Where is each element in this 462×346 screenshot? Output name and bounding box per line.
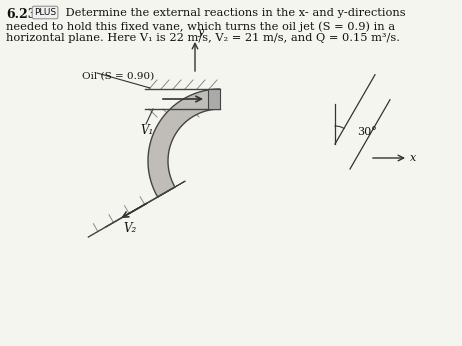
Text: 30°: 30°	[357, 127, 377, 137]
Polygon shape	[158, 181, 185, 197]
Text: x: x	[410, 153, 416, 163]
Text: V₁: V₁	[140, 124, 153, 137]
Bar	[208, 89, 220, 109]
Text: needed to hold this fixed vane, which turns the oil jet (S = 0.9) in a: needed to hold this fixed vane, which tu…	[6, 21, 395, 31]
Text: PLUS: PLUS	[34, 8, 56, 17]
Text: Determine the external reactions in the x- and y-directions: Determine the external reactions in the …	[62, 8, 406, 18]
Text: Oil (S = 0.90): Oil (S = 0.90)	[82, 72, 154, 81]
Polygon shape	[148, 89, 220, 197]
Text: horizontal plane. Here V₁ is 22 m/s, V₂ = 21 m/s, and Q = 0.15 m³/s.: horizontal plane. Here V₁ is 22 m/s, V₂ …	[6, 33, 400, 43]
Text: y: y	[197, 27, 203, 37]
Text: 6.23: 6.23	[6, 8, 36, 21]
Text: V₂: V₂	[124, 221, 137, 235]
